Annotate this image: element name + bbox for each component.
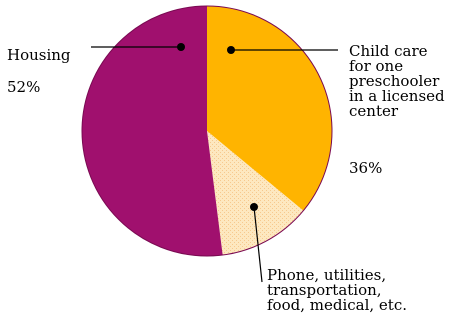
label-line: Housing <box>7 46 71 64</box>
label-line: Child care <box>349 42 428 60</box>
label-line: Phone, utilities, <box>267 266 387 284</box>
label-line: food, medical, etc. <box>267 296 408 314</box>
leader-housing <box>91 43 185 51</box>
label-housing: Housing <box>7 48 71 63</box>
label-line: center <box>349 102 399 120</box>
leader-child-care <box>227 46 338 54</box>
leader-line <box>253 206 263 283</box>
slice-housing <box>81 5 223 256</box>
label-line: preschooler <box>349 72 440 90</box>
label-phone-utilities: Phone, utilities, transportation, food, … <box>267 268 407 313</box>
label-line: in a licensed <box>349 87 445 105</box>
leader-lines <box>91 43 338 283</box>
value-child-care: 36% <box>349 159 383 177</box>
slice-phone-utilities <box>207 131 304 256</box>
leader-dot <box>227 46 235 54</box>
pie-outline <box>81 5 333 257</box>
label-child-care: Child care for one preschooler in a lice… <box>349 44 445 119</box>
label-line: for one <box>349 57 404 75</box>
leader-dot <box>250 203 258 211</box>
slice-child-care <box>207 6 332 211</box>
label-line: transportation, <box>267 281 382 299</box>
value-housing: 52% <box>7 78 41 96</box>
leader-dot <box>177 43 185 51</box>
pie-slices <box>81 5 333 257</box>
leader-phone-utilities <box>250 203 263 283</box>
